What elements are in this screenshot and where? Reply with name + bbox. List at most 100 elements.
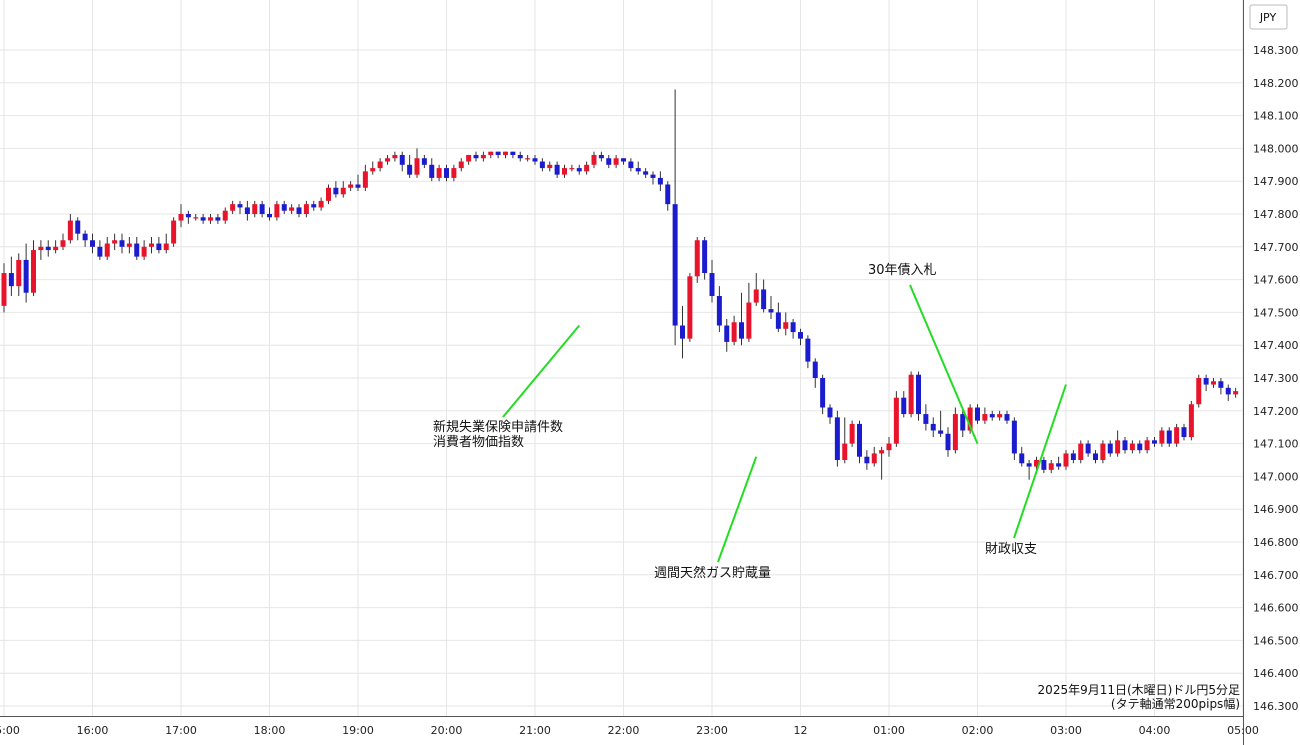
x-tick-label: 12 (794, 724, 808, 737)
x-tick-label: 23:00 (696, 724, 728, 737)
y-tick-label: 147.100 (1253, 438, 1299, 451)
candle-body-down (510, 151, 516, 155)
candle-body-down (1218, 381, 1224, 388)
currency-box (1249, 4, 1288, 30)
y-tick-label: 147.500 (1253, 306, 1299, 319)
candle-body-up (252, 204, 258, 214)
candle-body-down (576, 168, 582, 172)
candle-body-down (1026, 463, 1032, 467)
candle-body-down (672, 204, 678, 326)
candle-body-down (775, 312, 781, 329)
currency-label: JPY (1259, 11, 1277, 24)
candle-body-down (444, 168, 449, 178)
candle-body-up (163, 243, 169, 251)
candle-body-up (340, 187, 346, 195)
candle-body-up (967, 407, 973, 431)
candle-body-down (598, 154, 604, 159)
candle-body-up (731, 322, 737, 342)
candle-body-down (1085, 443, 1091, 454)
candle-body-down (923, 414, 929, 424)
candle-body-up (584, 164, 590, 172)
candle-body-up (392, 154, 398, 159)
candle-body-down (1152, 440, 1157, 444)
candle-body-down (606, 158, 612, 165)
candle-body-down (421, 158, 427, 165)
annotation-label: 30年債入札 (868, 263, 937, 278)
candle-body-down (75, 220, 81, 234)
candle-body-up (525, 158, 531, 160)
candle-body-up (289, 207, 295, 211)
candle-body-down (960, 414, 966, 431)
candle-body-down (827, 407, 833, 418)
candle-body-down (761, 289, 767, 310)
candle-body-up (171, 220, 177, 244)
candle-body-down (857, 423, 862, 457)
candle-body-down (768, 309, 774, 313)
candle-body-down (1011, 420, 1017, 454)
candle-body-down (296, 207, 302, 214)
candle-body-down (657, 177, 663, 185)
candle-body-down (1019, 453, 1025, 464)
candle-body-up (1048, 463, 1054, 470)
annotation-label: 財政収支 (985, 542, 1037, 557)
candle-body-up (488, 151, 494, 155)
candle-body-down (989, 414, 995, 418)
y-tick-label: 147.800 (1253, 208, 1299, 221)
candle-body-up (53, 246, 59, 251)
y-tick-label: 146.700 (1253, 569, 1299, 582)
candle-body-down (539, 161, 545, 169)
candle-body-down (798, 332, 803, 339)
candle-body-up (480, 154, 486, 159)
candle-body-down (665, 184, 671, 205)
candle-body-down (1107, 443, 1113, 454)
candle-body-up (458, 161, 464, 169)
candle-body-down (532, 158, 538, 162)
candle-body-up (303, 204, 309, 214)
candle-body-up (230, 204, 236, 211)
y-tick-label: 146.800 (1253, 536, 1299, 549)
candle-body-up (613, 158, 619, 165)
candle-body-up (893, 397, 899, 444)
candle-body-down (97, 246, 103, 257)
candle-body-down (621, 158, 626, 162)
candle-body-down (407, 164, 413, 175)
annotation-line (1013, 384, 1067, 539)
candle-body-up (591, 154, 597, 165)
candle-body-down (215, 217, 221, 221)
candle-body-down (790, 322, 796, 333)
candle-body-up (60, 240, 66, 247)
candle-body-down (930, 423, 936, 431)
candle-body-up (274, 204, 280, 218)
candle-body-up (886, 443, 892, 451)
candle-body-down (82, 233, 88, 241)
x-tick-label: 15:00 (0, 724, 20, 737)
candle-body-up (842, 443, 848, 460)
candle-body-down (1225, 387, 1231, 395)
candle-body-up (1211, 381, 1216, 385)
candle-body-down (355, 184, 361, 188)
candle-body-down (267, 214, 272, 218)
y-tick-label: 148.000 (1253, 142, 1299, 155)
candle-body-up (67, 220, 73, 241)
y-tick-label: 146.600 (1253, 602, 1299, 615)
candle-body-down (333, 187, 339, 195)
candle-body-down (1041, 460, 1047, 470)
candle-body-up (222, 210, 228, 221)
candle-body-down (975, 407, 980, 421)
candle-body-up (687, 276, 693, 339)
candle-body-down (1166, 430, 1172, 444)
candle-body-down (156, 243, 162, 251)
x-tick-label: 17:00 (165, 724, 197, 737)
candle-body-down (805, 338, 811, 362)
y-tick-label: 147.300 (1253, 372, 1299, 385)
candle-body-down (134, 243, 140, 257)
y-tick-label: 147.400 (1253, 339, 1299, 352)
x-tick-label: 20:00 (431, 724, 463, 737)
candle-body-down (635, 168, 641, 172)
candle-body-up (466, 154, 472, 162)
candle-body-down (834, 417, 840, 460)
candle-body-down (628, 161, 634, 169)
candle-body-up (126, 243, 132, 247)
candle-body-up (193, 217, 199, 219)
